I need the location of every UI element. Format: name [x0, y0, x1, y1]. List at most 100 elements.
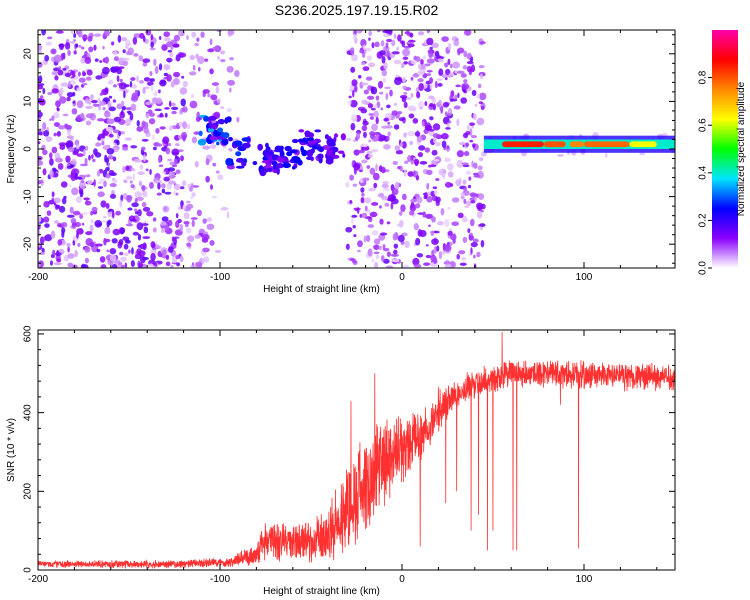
heatmap-cell: [75, 43, 79, 48]
heatmap-cell: [433, 190, 438, 195]
heatmap-cell: [375, 95, 380, 101]
heatmap-cell: [190, 183, 194, 188]
heatmap-cell: [374, 41, 380, 48]
heatmap-feature: [289, 149, 298, 154]
heatmap-cell: [438, 68, 444, 76]
heatmap-cell: [108, 95, 113, 99]
heatmap-feature: [233, 140, 243, 147]
heatmap-cell: [461, 83, 470, 90]
heatmap-cell: [371, 230, 379, 236]
heatmap-cell: [472, 193, 479, 199]
heatmap-cell: [480, 73, 483, 80]
heatmap-cell: [436, 221, 444, 226]
heatmap-cell: [93, 179, 96, 187]
heatmap-feature: [308, 140, 316, 146]
heatmap-cell: [87, 98, 92, 105]
heatmap-cell: [367, 209, 370, 215]
heatmap-cell: [451, 221, 459, 227]
heatmap-cell: [361, 61, 366, 66]
heatmap-feature: [298, 129, 305, 133]
heatmap-cell: [444, 181, 452, 188]
heatmap-cell: [139, 255, 146, 264]
heatmap-cell: [383, 144, 391, 150]
heatmap-cell: [391, 110, 398, 116]
heatmap-cell: [118, 82, 127, 90]
heatmap-cell: [431, 216, 436, 223]
heatmap-cell: [76, 100, 84, 109]
heatmap-cell: [384, 202, 390, 207]
heatmap-cell: [175, 220, 180, 229]
heatmap-feature: [342, 153, 346, 158]
spectrogram-ylabel: Frequency (Hz): [6, 115, 17, 184]
heatmap-cell: [397, 234, 405, 243]
heatmap-cell: [207, 48, 215, 53]
heatmap-cell: [103, 237, 107, 246]
heatmap-cell: [170, 46, 174, 50]
heatmap-cell: [478, 193, 485, 201]
heatmap-cell: [437, 58, 443, 62]
heatmap-feature: [235, 165, 245, 169]
heatmap-cell: [380, 40, 385, 47]
heatmap-cell: [212, 46, 220, 50]
heatmap-cell: [196, 111, 200, 119]
heatmap-cell: [182, 121, 188, 129]
heatmap-cell: [159, 126, 166, 130]
heatmap-cell: [425, 254, 432, 259]
heatmap-cell: [165, 254, 170, 260]
heatmap-cell: [440, 106, 443, 114]
heatmap-cell: [97, 191, 105, 198]
heatmap-cell: [149, 71, 153, 76]
heatmap-cell: [186, 235, 195, 243]
heatmap-cell: [412, 196, 416, 200]
spectrogram-ytick-label: 10: [23, 95, 34, 107]
heatmap-cell: [127, 110, 132, 115]
heatmap-cell: [349, 199, 353, 204]
heatmap-cell: [463, 198, 467, 205]
heatmap-cell: [163, 176, 171, 182]
heatmap-cell: [227, 79, 236, 86]
heatmap-cell: [462, 179, 467, 185]
heatmap-cell: [171, 148, 180, 156]
heatmap-cell: [422, 55, 427, 60]
heatmap-cell: [180, 98, 186, 107]
heatmap-cell: [44, 54, 50, 62]
heatmap-cell: [429, 82, 433, 91]
heatmap-feature: [228, 136, 233, 142]
heatmap-feature: [217, 118, 225, 125]
heatmap-cell: [60, 82, 69, 87]
heatmap-cell: [51, 191, 55, 198]
heatmap-cell: [69, 160, 78, 165]
heatmap-cell: [146, 211, 154, 217]
heatmap-cell: [444, 157, 451, 163]
heatmap-cell: [128, 249, 131, 254]
heatmap-cell: [76, 144, 80, 150]
heatmap-cell: [476, 117, 485, 126]
heatmap-cell: [131, 168, 136, 172]
heatmap-feature-core: [271, 160, 278, 166]
heatmap-cell: [150, 241, 156, 249]
heatmap-cell: [126, 51, 131, 56]
heatmap-cell: [364, 197, 372, 204]
heatmap-cell: [158, 35, 162, 40]
heatmap-cell: [162, 249, 167, 257]
heatmap-cell: [465, 142, 470, 148]
heatmap-cell: [156, 192, 162, 196]
heatmap-cell: [136, 120, 140, 127]
heatmap-cell: [47, 91, 53, 96]
heatmap-feature: [197, 138, 207, 146]
heatmap-cell: [431, 149, 438, 156]
heatmap-cell: [105, 202, 110, 209]
heatmap-cell: [196, 37, 200, 42]
heatmap-cell: [133, 53, 139, 57]
heatmap-cell: [154, 180, 163, 184]
heatmap-cell: [379, 91, 384, 95]
heatmap-cell: [463, 30, 472, 36]
heatmap-cell: [356, 30, 363, 34]
heatmap-cell: [167, 246, 174, 253]
heatmap-cell: [142, 242, 147, 251]
heatmap-cell: [353, 33, 357, 40]
heatmap-cell: [64, 72, 71, 78]
heatmap-cell: [418, 101, 425, 109]
heatmap-cell: [122, 57, 130, 61]
snr-frame: [37, 329, 676, 571]
